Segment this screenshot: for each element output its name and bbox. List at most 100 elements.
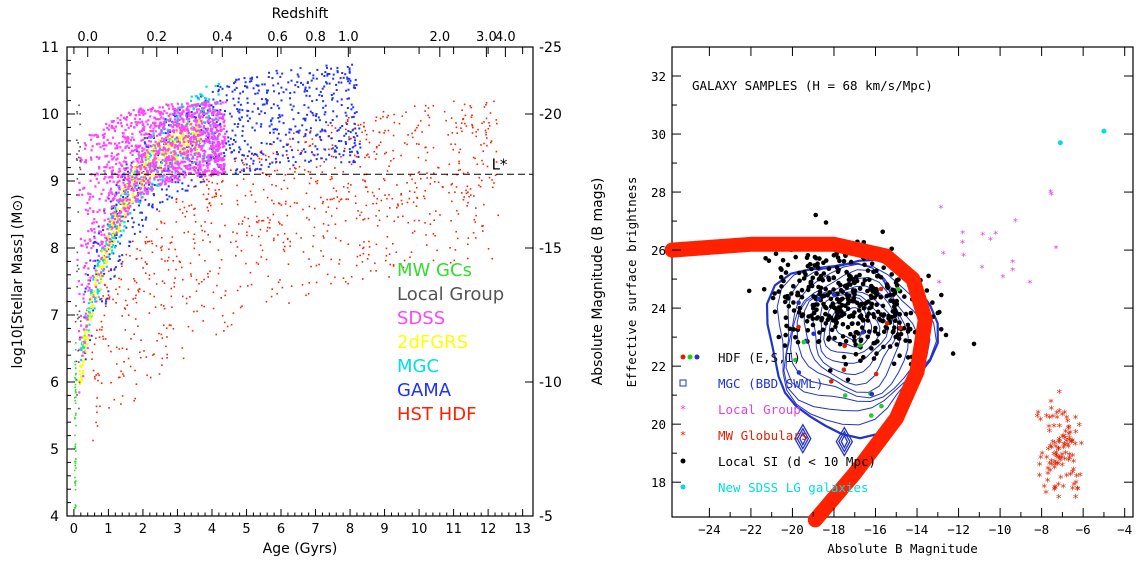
right-tick-label: -5: [539, 509, 553, 525]
2dfgrs-point: [198, 118, 202, 121]
mgc-point: [217, 93, 220, 96]
sdss-point: [213, 153, 216, 156]
sdss-point: [135, 172, 138, 175]
hst-hdf-point: [153, 353, 155, 355]
hst-hdf-point: [224, 224, 226, 227]
hst-hdf-point: [182, 357, 185, 360]
sdss-point: [158, 106, 161, 109]
sdss-point: [101, 134, 104, 137]
mw-globular-star: *: [1071, 465, 1077, 478]
sdss-point: [120, 211, 123, 214]
mgc-point: [115, 225, 118, 228]
sdss-point: [211, 108, 215, 111]
local-si-point: [841, 354, 847, 360]
sdss-point: [120, 125, 124, 128]
sdss-point: [206, 131, 209, 134]
gama-point: [356, 152, 359, 155]
hst-hdf-point: [190, 204, 193, 206]
hst-hdf-point: [252, 154, 255, 157]
gama-point: [353, 161, 356, 164]
hst-hdf-point: [385, 255, 388, 257]
hst-hdf-point: [311, 143, 314, 145]
sdss-point: [95, 177, 98, 180]
sdss-point: [187, 129, 190, 133]
gama-point: [97, 225, 100, 228]
gama-point: [197, 169, 200, 172]
hst-hdf-point: [102, 295, 104, 297]
hst-hdf-point: [486, 165, 489, 168]
sdss-point: [223, 138, 226, 141]
sdss-point: [119, 224, 122, 227]
gama-point: [198, 105, 201, 107]
hst-hdf-point: [170, 295, 173, 298]
hst-hdf-point: [350, 275, 353, 278]
mw-globular-star: *: [1054, 413, 1060, 426]
mgc-point: [89, 289, 93, 292]
hst-hdf-point: [272, 152, 275, 155]
hst-hdf-point: [494, 174, 497, 177]
hst-hdf-point: [470, 106, 472, 109]
sdss-point: [192, 126, 196, 129]
sdss-point: [115, 162, 118, 166]
gama-point: [294, 161, 297, 163]
mgc-point: [162, 125, 165, 128]
gama-point: [125, 226, 128, 229]
gama-point: [258, 113, 261, 116]
hst-hdf-point: [218, 267, 221, 269]
local-si-point: [808, 280, 814, 286]
hst-hdf-point: [100, 382, 103, 384]
sdss-point: [111, 125, 114, 128]
sdss-point: [177, 111, 180, 114]
sdss-point: [148, 177, 151, 180]
2dfgrs-point: [167, 144, 170, 148]
gama-point: [279, 115, 282, 118]
hst-hdf-point: [121, 395, 124, 397]
gama-point: [145, 145, 148, 148]
hst-hdf-point: [481, 225, 483, 227]
local-si-point: [816, 339, 821, 345]
local-si-point: [766, 258, 772, 264]
hst-hdf-point: [148, 312, 151, 314]
hst-hdf-point: [459, 168, 462, 171]
hst-hdf-point: [483, 106, 486, 108]
hst-hdf-point: [374, 119, 377, 122]
mw-globular-star: *: [1064, 413, 1070, 426]
hst-hdf-point: [273, 170, 276, 172]
2dfgrs-point: [80, 380, 83, 383]
sdss-point: [208, 141, 211, 144]
sdss-point: [221, 117, 224, 121]
sdss-point: [186, 122, 189, 125]
gama-point: [302, 83, 304, 86]
sdss-point: [178, 166, 181, 169]
2dfgrs-point: [108, 221, 111, 224]
sdss-point: [206, 166, 209, 169]
gama-point: [244, 81, 247, 84]
sdss-point: [182, 129, 185, 132]
sdss-point: [156, 118, 159, 121]
gama-point: [336, 66, 339, 69]
mgc-point: [102, 269, 105, 272]
legend-marker: [679, 379, 687, 387]
hst-hdf-point: [96, 425, 99, 427]
gama-point: [325, 158, 328, 161]
gama-point: [278, 114, 281, 116]
sdss-point: [155, 175, 158, 178]
sdss-point: [167, 158, 170, 162]
2dfgrs-point: [100, 280, 103, 283]
sdss-point: [113, 211, 117, 214]
sdss-point: [84, 273, 87, 276]
sdss-point: [169, 143, 172, 146]
local-si-point: [865, 334, 870, 340]
sdss-point: [113, 127, 116, 130]
gama-point: [328, 82, 331, 85]
sdss-point: [201, 116, 205, 119]
hst-hdf-point: [154, 306, 157, 308]
local-si-point: [901, 326, 907, 331]
gama-point: [251, 126, 254, 129]
sdss-point: [76, 258, 79, 261]
gama-point: [282, 91, 285, 94]
hst-hdf-point: [488, 176, 491, 179]
2dfgrs-point: [105, 247, 108, 250]
hst-hdf-point: [448, 163, 451, 166]
sdss-point: [121, 149, 124, 152]
